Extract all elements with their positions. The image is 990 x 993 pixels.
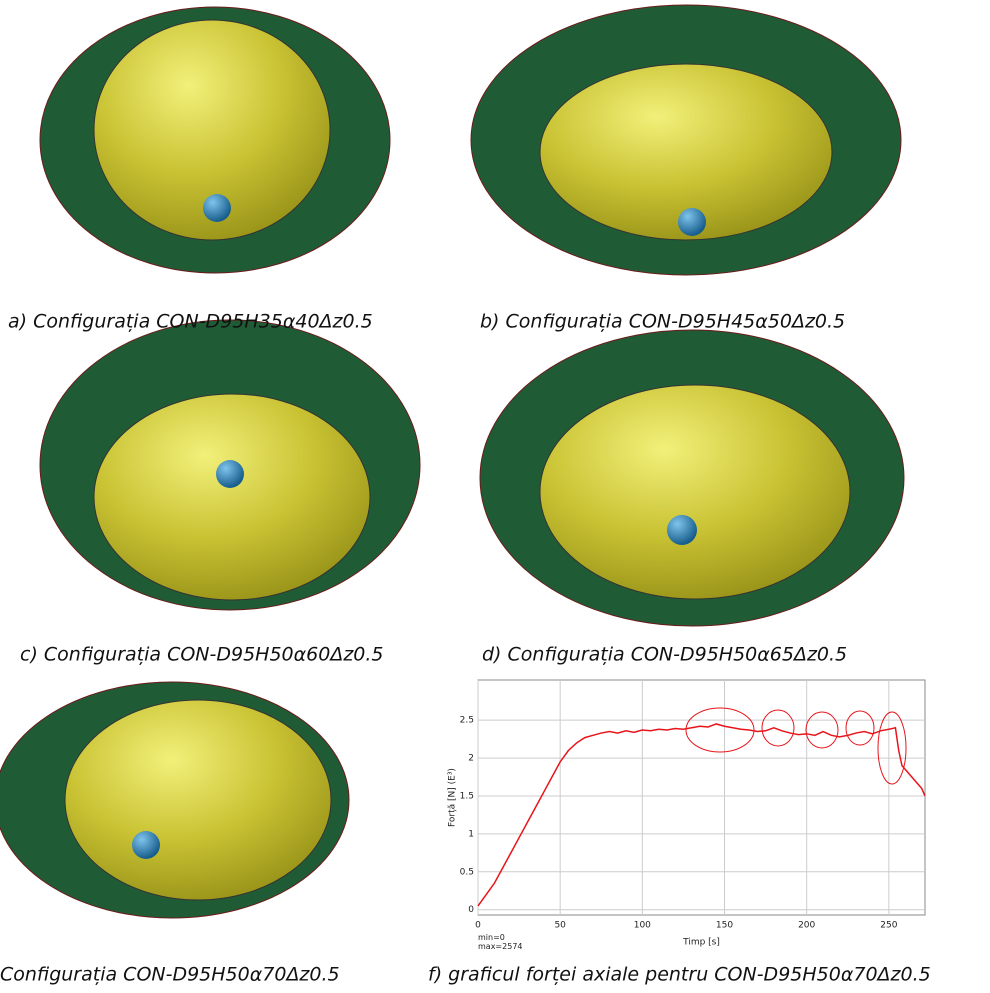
x-tick-label: 0 [475,921,481,931]
page: {"captions": { "a": "a) Configurația CON… [0,0,990,993]
y-axis-label: Forță [N] (E³) [448,768,458,827]
cone-e [0,682,349,918]
cone-c [40,320,420,610]
note: min=0 [478,933,505,942]
x-tick-label: 200 [798,921,815,931]
caption: f) graficul forței axiale pentru CON-D95… [428,964,931,986]
x-tick-label: 100 [634,921,651,931]
x-axis-label: Timp [s] [682,938,720,948]
y-tick-label: 0.5 [460,867,474,877]
y-tick-label: 2.5 [460,716,474,726]
force-chart: 0 0.5 1 1.5 2 2.5 0 50 100 150 200 250 Timp [s] Forță… [448,680,926,951]
y-tick-label: 2 [468,754,474,764]
note: max=2574 [478,942,523,951]
caption: c) Configurația CON-D95H50α60Δz0.5 [20,644,384,666]
x-tick-label: 50 [554,921,566,931]
cone-b [471,5,901,275]
caption: Configurația CON-D95H50α70Δz0.5 [0,964,340,986]
y-tick-label: 1 [468,829,474,839]
y-tick-label: 1.5 [460,791,474,801]
cone-a [40,7,390,273]
cone-d [480,330,904,626]
x-tick-label: 250 [880,921,897,931]
caption: a) Configurația CON-D95H35α40Δz0.5 [8,311,373,333]
y-tick-label: 0 [468,905,474,915]
caption: d) Configurația CON-D95H50α65Δz0.5 [482,644,847,666]
figure: a) Configurația CON-D95H35α40Δz0.5 b) Co… [0,0,990,993]
caption: b) Configurația CON-D95H45α50Δz0.5 [480,311,845,333]
x-tick-label: 150 [716,921,733,931]
